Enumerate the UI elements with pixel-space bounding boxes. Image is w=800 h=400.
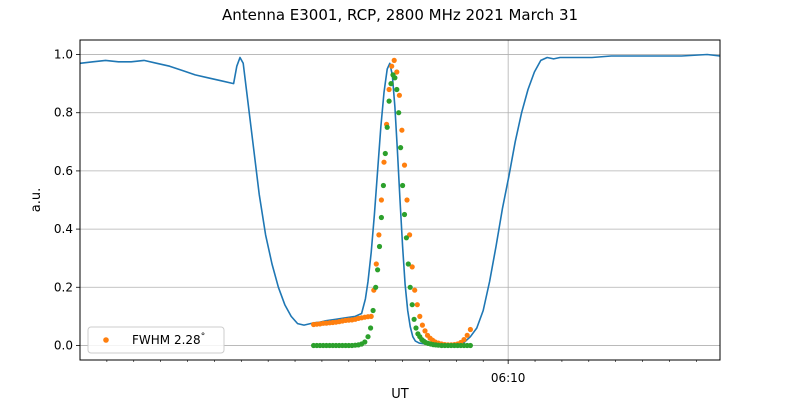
data-point (401, 211, 408, 218)
data-point (376, 243, 383, 250)
data-point (388, 81, 394, 87)
data-point (409, 302, 415, 308)
data-point (375, 267, 381, 273)
y-tick-label: 0.4 (54, 222, 73, 236)
data-point (396, 110, 402, 116)
chart-title: Antenna E3001, RCP, 2800 MHz 2021 March … (222, 6, 578, 24)
legend: FWHM 2.28° (87, 326, 225, 354)
y-tick-label: 0.2 (54, 280, 73, 294)
data-point (461, 337, 467, 343)
legend-box (87, 326, 225, 354)
data-point (417, 313, 423, 319)
data-point (407, 284, 413, 290)
data-point (398, 145, 404, 151)
data-point (378, 214, 384, 221)
data-point (467, 326, 473, 333)
data-point (365, 334, 371, 340)
data-point (399, 127, 405, 133)
y-axis-label: a.u. (29, 188, 44, 212)
data-point (422, 328, 428, 334)
data-point (411, 316, 417, 322)
series-layer (79, 53, 721, 349)
y-tick-label: 0.0 (54, 338, 73, 352)
data-point (368, 313, 374, 319)
y-tick-label: 0.6 (54, 164, 73, 178)
data-point (404, 197, 410, 203)
data-point (362, 339, 368, 345)
data-point (419, 322, 425, 328)
data-point (396, 92, 402, 98)
data-point (386, 86, 392, 93)
data-point (378, 197, 384, 203)
data-point (392, 75, 398, 81)
data-point (405, 261, 411, 267)
legend-marker (103, 337, 109, 343)
data-point (370, 307, 376, 314)
data-point (414, 302, 420, 308)
data-point (384, 124, 390, 130)
data-point (403, 235, 409, 241)
legend-degree-symbol: ° (201, 332, 206, 342)
data-point (394, 86, 400, 93)
axes: 0.0 0.2 0.4 0.6 0.8 1.0 06:10 (54, 48, 697, 385)
data-point (413, 325, 419, 331)
data-point (373, 261, 379, 267)
data-point (380, 182, 386, 189)
legend-label: FWHM 2.28° (132, 332, 205, 347)
data-point (409, 264, 415, 270)
data-point (373, 284, 379, 290)
data-point (382, 150, 388, 157)
data-point (464, 332, 470, 338)
series-line (79, 53, 721, 346)
x-tick-label: 06:10 (491, 371, 526, 385)
data-point (368, 325, 374, 331)
y-tick-label: 0.8 (54, 106, 73, 120)
data-point (376, 232, 382, 238)
data-point (412, 287, 418, 293)
x-axis-label: UT (391, 387, 409, 400)
plot-frame (79, 39, 721, 361)
data-point (391, 57, 397, 64)
data-point (389, 63, 395, 69)
data-point (467, 342, 473, 349)
data-point (400, 182, 406, 189)
y-tick-label: 1.0 (54, 48, 73, 62)
data-point (394, 69, 400, 75)
data-point (386, 98, 392, 104)
data-point (381, 159, 387, 165)
data-point (401, 162, 408, 168)
